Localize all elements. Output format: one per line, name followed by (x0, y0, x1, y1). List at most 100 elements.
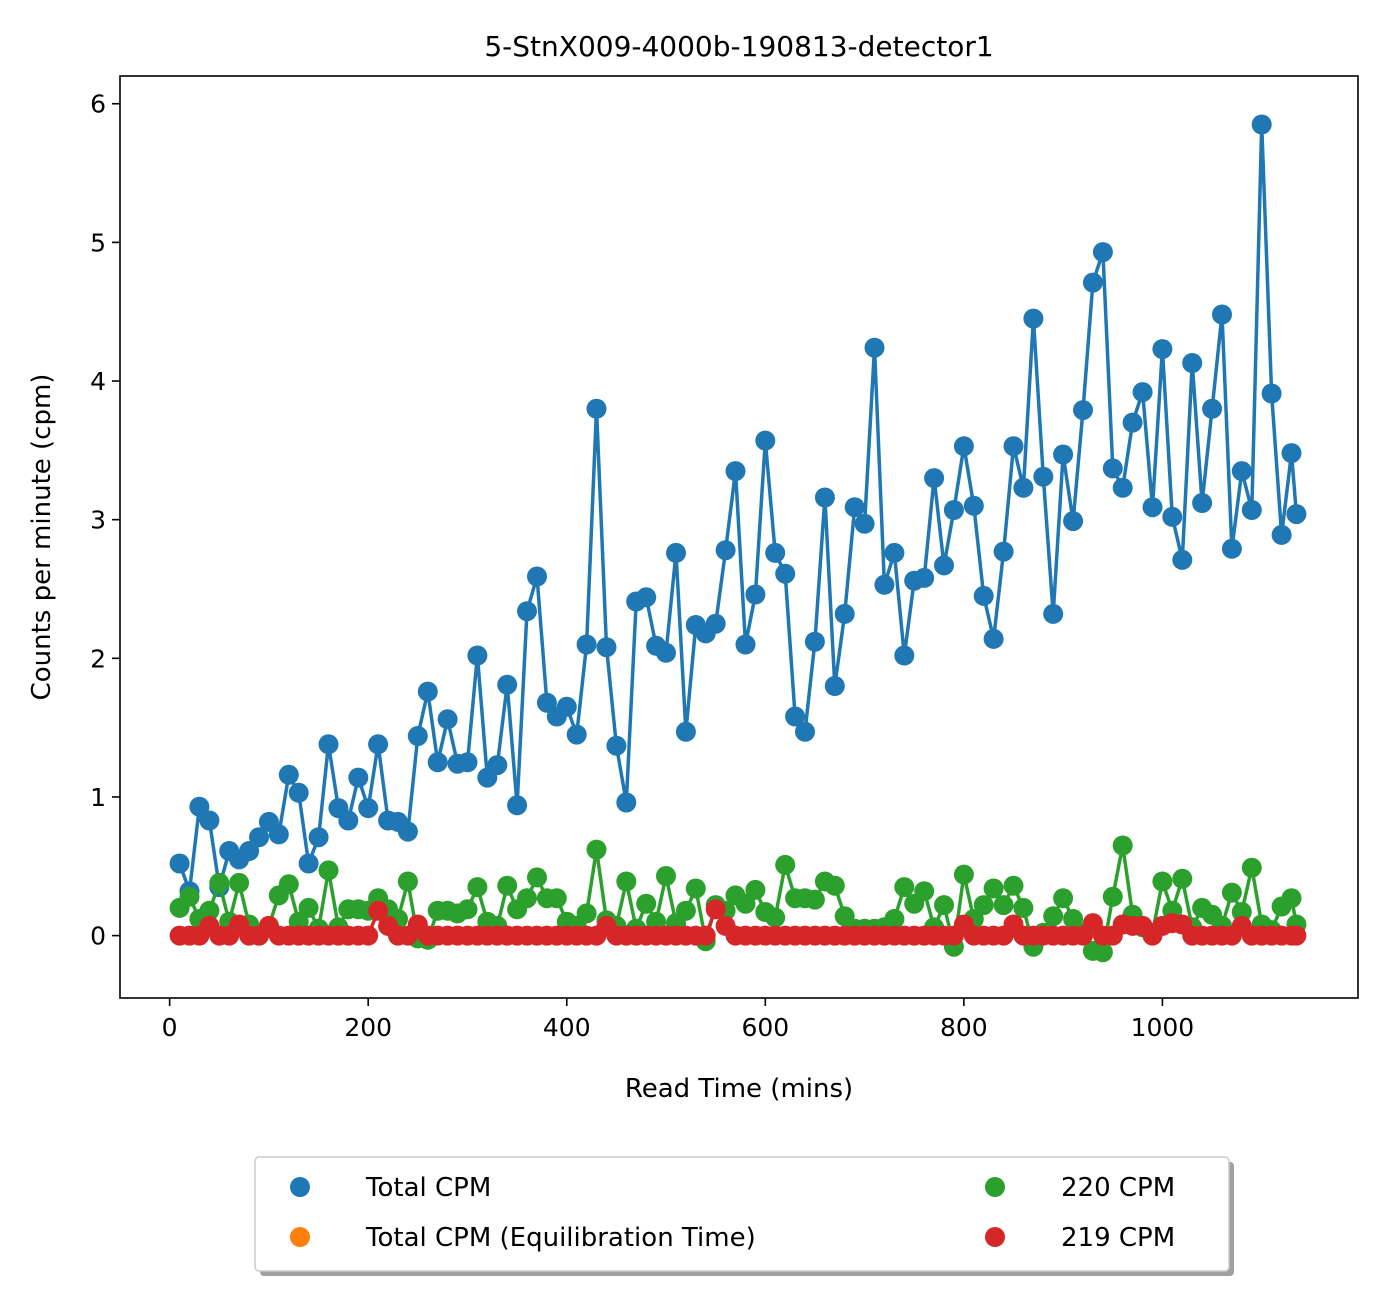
data-point (824, 875, 845, 896)
data-point (189, 796, 210, 817)
data-point (1092, 242, 1113, 263)
data-point (834, 603, 855, 624)
data-point (437, 709, 458, 730)
data-point (616, 792, 637, 813)
data-point (268, 824, 289, 845)
data-point (814, 487, 835, 508)
data-point (735, 634, 756, 655)
legend-marker (985, 1227, 1005, 1247)
data-point (1231, 902, 1252, 922)
data-point (745, 879, 766, 900)
data-point (487, 755, 508, 776)
data-point (517, 888, 537, 909)
data-point (1251, 114, 1272, 135)
data-point (705, 899, 726, 920)
data-point (497, 674, 518, 695)
data-point (576, 903, 597, 924)
data-point (894, 645, 915, 666)
legend-marker (290, 1177, 310, 1197)
y-tick-label: 4 (90, 367, 106, 396)
data-point (934, 555, 954, 576)
data-point (636, 893, 657, 914)
data-point (1221, 882, 1242, 903)
data-point (209, 872, 230, 893)
data-point (338, 810, 359, 831)
data-point (1053, 444, 1074, 465)
data-point (844, 497, 865, 518)
data-point (943, 500, 964, 520)
data-point (914, 567, 935, 588)
data-point (278, 874, 299, 895)
data-point (457, 752, 478, 773)
data-point (318, 860, 339, 881)
data-point (804, 889, 825, 910)
data-point (298, 897, 319, 918)
data-point (675, 900, 696, 921)
y-axis-label: Counts per minute (cpm) (27, 374, 57, 701)
data-point (1202, 398, 1223, 419)
y-tick-label: 2 (90, 644, 106, 673)
data-point (914, 881, 935, 902)
data-point (586, 398, 607, 419)
data-point (1063, 511, 1084, 532)
data-point (636, 587, 657, 608)
data-point (1281, 888, 1302, 909)
data-point (1231, 461, 1252, 482)
legend-label: Total CPM (365, 1173, 491, 1203)
data-point (775, 563, 796, 584)
data-point (1192, 493, 1213, 513)
data-point (427, 752, 448, 773)
data-point (983, 878, 1004, 899)
data-point (467, 645, 488, 666)
data-point (973, 895, 994, 916)
data-point (417, 681, 438, 702)
data-point (1112, 835, 1133, 856)
data-point (318, 734, 339, 755)
data-point (348, 767, 369, 788)
legend-label: Total CPM (Equilibration Time) (365, 1223, 756, 1253)
x-tick-label: 0 (162, 1013, 178, 1042)
y-tick-label: 0 (90, 922, 106, 951)
data-point (1286, 504, 1307, 525)
plot-area-frame (119, 75, 1359, 999)
data-point (1063, 909, 1084, 929)
x-tick-label: 800 (940, 1013, 988, 1042)
data-point (527, 566, 547, 587)
data-point (1112, 477, 1133, 498)
data-point (1182, 353, 1203, 373)
data-point (1102, 458, 1123, 479)
data-point (1122, 412, 1143, 433)
data-point (229, 872, 250, 893)
data-point (1172, 868, 1193, 889)
data-point (169, 853, 190, 874)
data-point (1142, 497, 1163, 518)
data-point (467, 877, 488, 898)
data-point (517, 601, 537, 622)
data-point (765, 542, 786, 563)
data-point (199, 810, 220, 831)
data-point (298, 853, 319, 874)
data-point (646, 911, 667, 932)
data-point (1092, 942, 1113, 963)
data-point (656, 642, 676, 663)
y-axis-ticks: 0 1 2 3 4 5 6 (90, 90, 120, 951)
x-tick-label: 1000 (1131, 1013, 1195, 1042)
data-point (368, 900, 389, 921)
data-point (308, 827, 329, 848)
legend-items: Total CPM Total CPM (Equilibration Time) 2… (290, 1173, 1175, 1253)
data-point (666, 542, 686, 563)
data-point (179, 886, 200, 907)
data-point (288, 911, 309, 932)
data-point (953, 436, 974, 457)
data-point (566, 724, 587, 745)
legend-marker (985, 1177, 1005, 1197)
data-point (536, 692, 557, 713)
data-point (1152, 871, 1173, 892)
y-tick-label: 5 (90, 228, 106, 257)
data-point (804, 631, 825, 652)
data-point (824, 676, 845, 696)
data-point (993, 541, 1014, 562)
data-point (616, 871, 637, 892)
data-point (1172, 549, 1193, 570)
